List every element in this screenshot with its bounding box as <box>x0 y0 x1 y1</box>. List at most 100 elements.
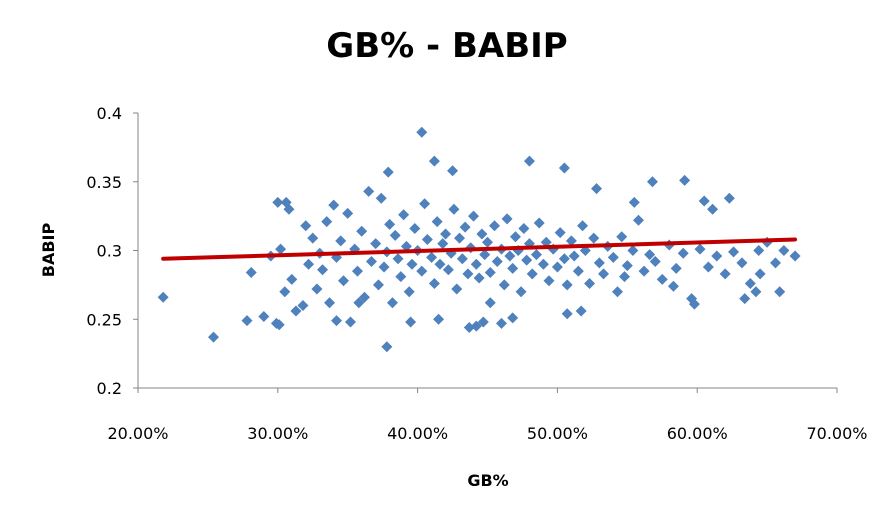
x-tick-label: 40.00% <box>387 424 448 443</box>
data-point <box>561 308 573 320</box>
data-point <box>694 243 706 255</box>
data-point <box>351 265 363 277</box>
data-point <box>381 341 393 353</box>
data-point <box>551 261 563 273</box>
data-point <box>331 315 343 327</box>
data-point <box>386 297 398 309</box>
data-point <box>646 176 658 188</box>
y-axis-title: BABIP <box>39 223 58 278</box>
data-point <box>286 273 298 285</box>
data-point <box>403 286 415 298</box>
data-point <box>433 313 445 325</box>
data-point <box>739 293 751 305</box>
data-point <box>434 258 446 270</box>
data-point <box>744 278 756 289</box>
data-point <box>476 228 488 240</box>
data-point <box>456 253 468 265</box>
data-point <box>584 278 596 289</box>
data-point <box>723 192 735 204</box>
data-point <box>459 221 471 233</box>
data-point <box>405 316 417 328</box>
y-tick-label: 0.35 <box>86 173 122 192</box>
data-point <box>372 279 384 291</box>
data-point <box>543 275 555 287</box>
data-point <box>621 260 633 272</box>
data-point <box>470 320 482 332</box>
data-point <box>280 196 292 208</box>
data-point <box>462 268 474 280</box>
data-point <box>577 220 589 232</box>
data-point <box>317 264 329 276</box>
data-point <box>448 203 460 215</box>
data-point <box>698 195 710 207</box>
data-point <box>728 246 740 258</box>
chart-title: GB% - BABIP <box>326 26 568 66</box>
data-point <box>207 331 219 343</box>
data-point <box>389 229 401 241</box>
y-tick-label: 0.25 <box>86 310 122 329</box>
data-point <box>670 262 682 274</box>
data-point <box>447 165 459 177</box>
data-point <box>561 279 573 291</box>
data-point <box>454 232 466 244</box>
data-point <box>719 268 731 280</box>
data-point <box>526 268 538 280</box>
data-point <box>344 316 356 328</box>
data-point <box>616 231 628 243</box>
data-point <box>290 305 302 317</box>
data-point <box>437 238 449 250</box>
data-point <box>416 265 428 277</box>
data-point <box>440 228 452 240</box>
data-point <box>491 256 503 267</box>
data-point <box>702 261 714 273</box>
trendline <box>161 237 798 261</box>
data-point <box>632 214 644 226</box>
data-point <box>750 286 762 298</box>
data-point <box>607 251 619 263</box>
x-ticks: 20.00% 30.00% 40.00% 50.00% 60.00% 70.00% <box>107 388 868 443</box>
data-point <box>515 286 527 298</box>
data-point <box>509 231 521 243</box>
data-point <box>495 317 507 329</box>
x-tick-label: 70.00% <box>806 424 867 443</box>
data-point <box>482 236 493 248</box>
data-point <box>530 249 542 261</box>
data-point <box>479 249 491 261</box>
data-point <box>565 235 577 247</box>
data-point <box>297 300 309 311</box>
data-point <box>778 245 790 256</box>
data-points <box>157 126 801 353</box>
axes: 0.2 0.25 0.3 0.35 0.4 20.00% 30.00% 40.00% 50.0… <box>86 104 867 443</box>
data-point <box>358 291 370 303</box>
data-point <box>272 196 284 208</box>
data-point <box>628 196 640 208</box>
data-point <box>591 183 603 195</box>
data-point <box>338 275 350 287</box>
data-point <box>419 198 431 210</box>
data-point <box>504 250 516 262</box>
data-point <box>656 273 668 285</box>
data-point <box>612 286 624 298</box>
x-tick-label: 60.00% <box>667 424 728 443</box>
data-point <box>774 286 786 298</box>
data-point <box>484 297 496 309</box>
data-point <box>688 298 700 310</box>
data-point <box>644 249 656 261</box>
data-point <box>572 265 584 277</box>
data-point <box>679 174 691 186</box>
x-tick-label: 20.00% <box>107 424 168 443</box>
y-tick-label: 0.3 <box>97 242 122 261</box>
data-point <box>279 286 291 298</box>
data-point <box>711 250 723 262</box>
data-point <box>365 256 377 267</box>
data-point <box>428 155 440 167</box>
data-point <box>533 217 545 229</box>
data-point <box>488 220 500 232</box>
data-point <box>638 265 650 277</box>
data-point <box>769 257 781 269</box>
data-point <box>307 232 319 244</box>
data-point <box>463 322 475 333</box>
data-point <box>554 227 566 239</box>
y-tick-label: 0.2 <box>97 379 122 398</box>
data-point <box>335 235 347 247</box>
